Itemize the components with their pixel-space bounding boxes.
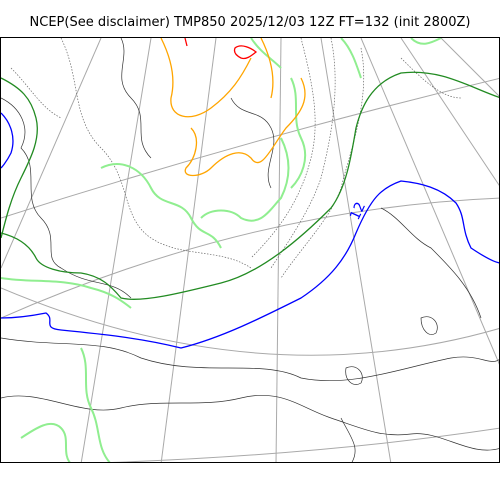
- isotherm-blue: [1, 112, 14, 169]
- meridian-line: [80, 38, 152, 462]
- isotherm-dotted: [400, 57, 462, 99]
- isotherm-orange: [184, 77, 306, 177]
- chart-title: NCEP(See disclaimer) TMP850 2025/12/03 1…: [29, 15, 471, 30]
- map-canvas: 12: [1, 38, 499, 462]
- isotherm-12-label: 12: [347, 200, 369, 223]
- isotherm-lightgreen: [410, 38, 442, 45]
- meridian-line: [400, 38, 499, 186]
- isotherm-green: [1, 77, 38, 239]
- isotherm-blue: [1, 180, 499, 349]
- isotherm-dotted: [60, 38, 252, 269]
- meridian-line: [320, 38, 392, 462]
- isotherms-blue: [1, 112, 499, 349]
- isotherm-lightgreen: [290, 77, 307, 189]
- isotherm-dotted: [250, 38, 316, 259]
- isotherm-lightgreen: [340, 38, 362, 79]
- isotherm-red: [233, 45, 258, 60]
- isotherms-lightgreen: [1, 38, 442, 462]
- map-panel: 12: [0, 37, 500, 463]
- isotherm-lightgreen: [80, 347, 111, 462]
- isotherms-orange: [160, 38, 306, 177]
- isotherm-green: [1, 71, 499, 300]
- meridian-line: [1, 38, 102, 269]
- isotherm-lightgreen: [250, 38, 282, 69]
- parallel-arc: [1, 287, 499, 356]
- coastline: [1, 337, 499, 381]
- coastline: [420, 316, 438, 335]
- parallel-arc: [1, 197, 499, 319]
- isotherm-lightgreen: [200, 137, 290, 222]
- coastline: [380, 207, 482, 319]
- isotherm-lightgreen: [20, 422, 71, 462]
- coastline: [345, 366, 363, 385]
- coastline: [340, 417, 356, 462]
- isotherms-green: [1, 71, 499, 300]
- coastline: [120, 38, 152, 159]
- parallel-arc: [1, 77, 499, 219]
- isotherms-red: [184, 38, 258, 60]
- isotherm-dotted: [280, 47, 364, 279]
- graticule: [1, 38, 499, 462]
- meridian-line: [440, 38, 499, 97]
- coastline: [1, 394, 499, 451]
- coastlines: [1, 38, 499, 462]
- parallel-arc: [109, 427, 499, 462]
- isotherm-lightgreen: [100, 163, 222, 249]
- isotherm-red: [184, 38, 188, 47]
- coastline: [230, 97, 275, 189]
- coastline: [1, 97, 132, 299]
- isotherm-dotted: [270, 38, 336, 269]
- meridian-line: [275, 38, 282, 462]
- meridian-line: [160, 38, 217, 462]
- isotherm-orange: [160, 38, 252, 118]
- isotherm-lightgreen: [1, 277, 132, 309]
- isotherms-dotted: [10, 38, 462, 279]
- isotherm-dotted: [10, 67, 62, 119]
- isotherm-orange: [260, 38, 274, 99]
